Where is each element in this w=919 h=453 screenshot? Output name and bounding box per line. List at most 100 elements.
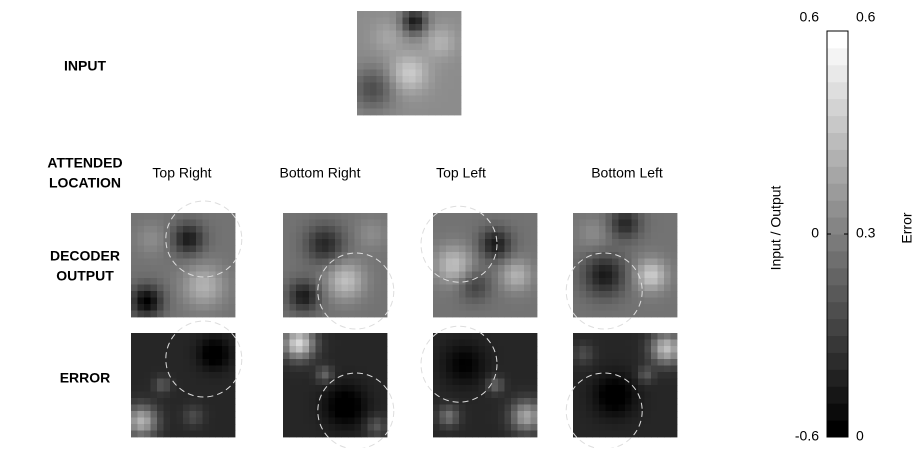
pixel xyxy=(209,430,216,438)
pixel xyxy=(302,385,310,392)
pixel xyxy=(374,304,381,311)
pixel xyxy=(586,385,593,392)
pixel xyxy=(157,258,164,266)
pixel xyxy=(517,385,525,392)
pixel xyxy=(631,333,639,340)
pixel xyxy=(367,359,375,366)
pixel xyxy=(170,252,177,259)
pixel xyxy=(439,391,447,399)
pixel xyxy=(579,430,587,438)
pixel xyxy=(367,226,375,233)
pixel xyxy=(222,411,229,418)
pixel xyxy=(348,398,355,405)
pixel xyxy=(289,365,297,373)
pixel xyxy=(530,430,538,438)
pixel xyxy=(657,411,665,418)
pixel xyxy=(389,82,397,90)
pixel xyxy=(176,219,184,227)
pixel xyxy=(472,258,479,266)
pixel xyxy=(485,417,492,425)
pixel xyxy=(452,310,460,318)
pixel xyxy=(283,278,290,285)
pixel xyxy=(361,385,368,392)
pixel xyxy=(638,213,645,220)
pixel xyxy=(524,310,531,318)
pixel xyxy=(302,424,310,431)
pixel xyxy=(439,226,447,233)
pixel xyxy=(524,398,531,405)
pixel xyxy=(348,378,355,386)
pixel xyxy=(296,365,303,373)
pixel xyxy=(485,239,492,246)
pixel xyxy=(144,245,151,253)
pixel xyxy=(367,352,375,360)
pixel xyxy=(485,278,492,285)
pixel xyxy=(651,365,658,373)
pixel xyxy=(435,24,442,31)
pixel xyxy=(302,430,310,438)
pixel xyxy=(348,265,355,272)
pixel xyxy=(222,365,229,373)
pixel xyxy=(573,297,580,305)
pixel xyxy=(485,258,492,266)
column-label: Top Left xyxy=(436,165,486,181)
pixel xyxy=(202,213,210,220)
pixel xyxy=(605,245,613,253)
pixel xyxy=(402,76,410,83)
pixel xyxy=(459,378,466,386)
pixel xyxy=(586,245,593,253)
pixel xyxy=(335,284,342,292)
pixel xyxy=(592,245,600,253)
pixel xyxy=(517,365,525,373)
pixel xyxy=(485,372,492,379)
pixel xyxy=(328,297,336,305)
pixel xyxy=(625,430,632,438)
pixel xyxy=(402,56,410,64)
pixel xyxy=(228,346,236,353)
pixel xyxy=(511,252,518,259)
pixel xyxy=(472,359,479,366)
pixel xyxy=(163,245,171,253)
colorbar-step xyxy=(827,98,848,117)
pixel xyxy=(144,346,151,353)
pixel xyxy=(638,333,645,340)
pixel xyxy=(511,219,518,227)
pixel xyxy=(150,245,158,253)
pixel xyxy=(341,430,349,438)
pixel xyxy=(215,417,223,425)
pixel xyxy=(348,245,355,253)
pixel xyxy=(511,271,518,279)
pixel xyxy=(222,417,229,425)
pixel xyxy=(222,245,229,253)
pixel xyxy=(478,278,486,285)
pixel xyxy=(137,265,145,272)
pixel xyxy=(631,404,639,412)
pixel xyxy=(196,378,203,386)
pixel xyxy=(328,278,336,285)
pixel xyxy=(374,339,381,347)
pixel xyxy=(409,30,416,38)
pixel xyxy=(465,239,473,246)
pixel xyxy=(376,76,384,83)
pixel xyxy=(328,304,336,311)
pixel xyxy=(517,346,525,353)
pixel xyxy=(374,430,381,438)
pixel xyxy=(439,284,447,292)
pixel xyxy=(137,245,145,253)
pixel xyxy=(586,278,593,285)
pixel xyxy=(202,378,210,386)
pixel xyxy=(573,398,580,405)
pixel xyxy=(592,359,600,366)
pixel xyxy=(376,24,384,31)
pixel xyxy=(189,352,197,360)
pixel xyxy=(380,385,388,392)
pixel xyxy=(215,346,223,353)
pixel xyxy=(524,411,531,418)
pixel xyxy=(612,239,619,246)
pixel xyxy=(348,385,355,392)
pixel xyxy=(341,219,349,227)
pixel-image xyxy=(433,213,538,318)
pixel xyxy=(664,398,671,405)
pixel xyxy=(612,252,619,259)
